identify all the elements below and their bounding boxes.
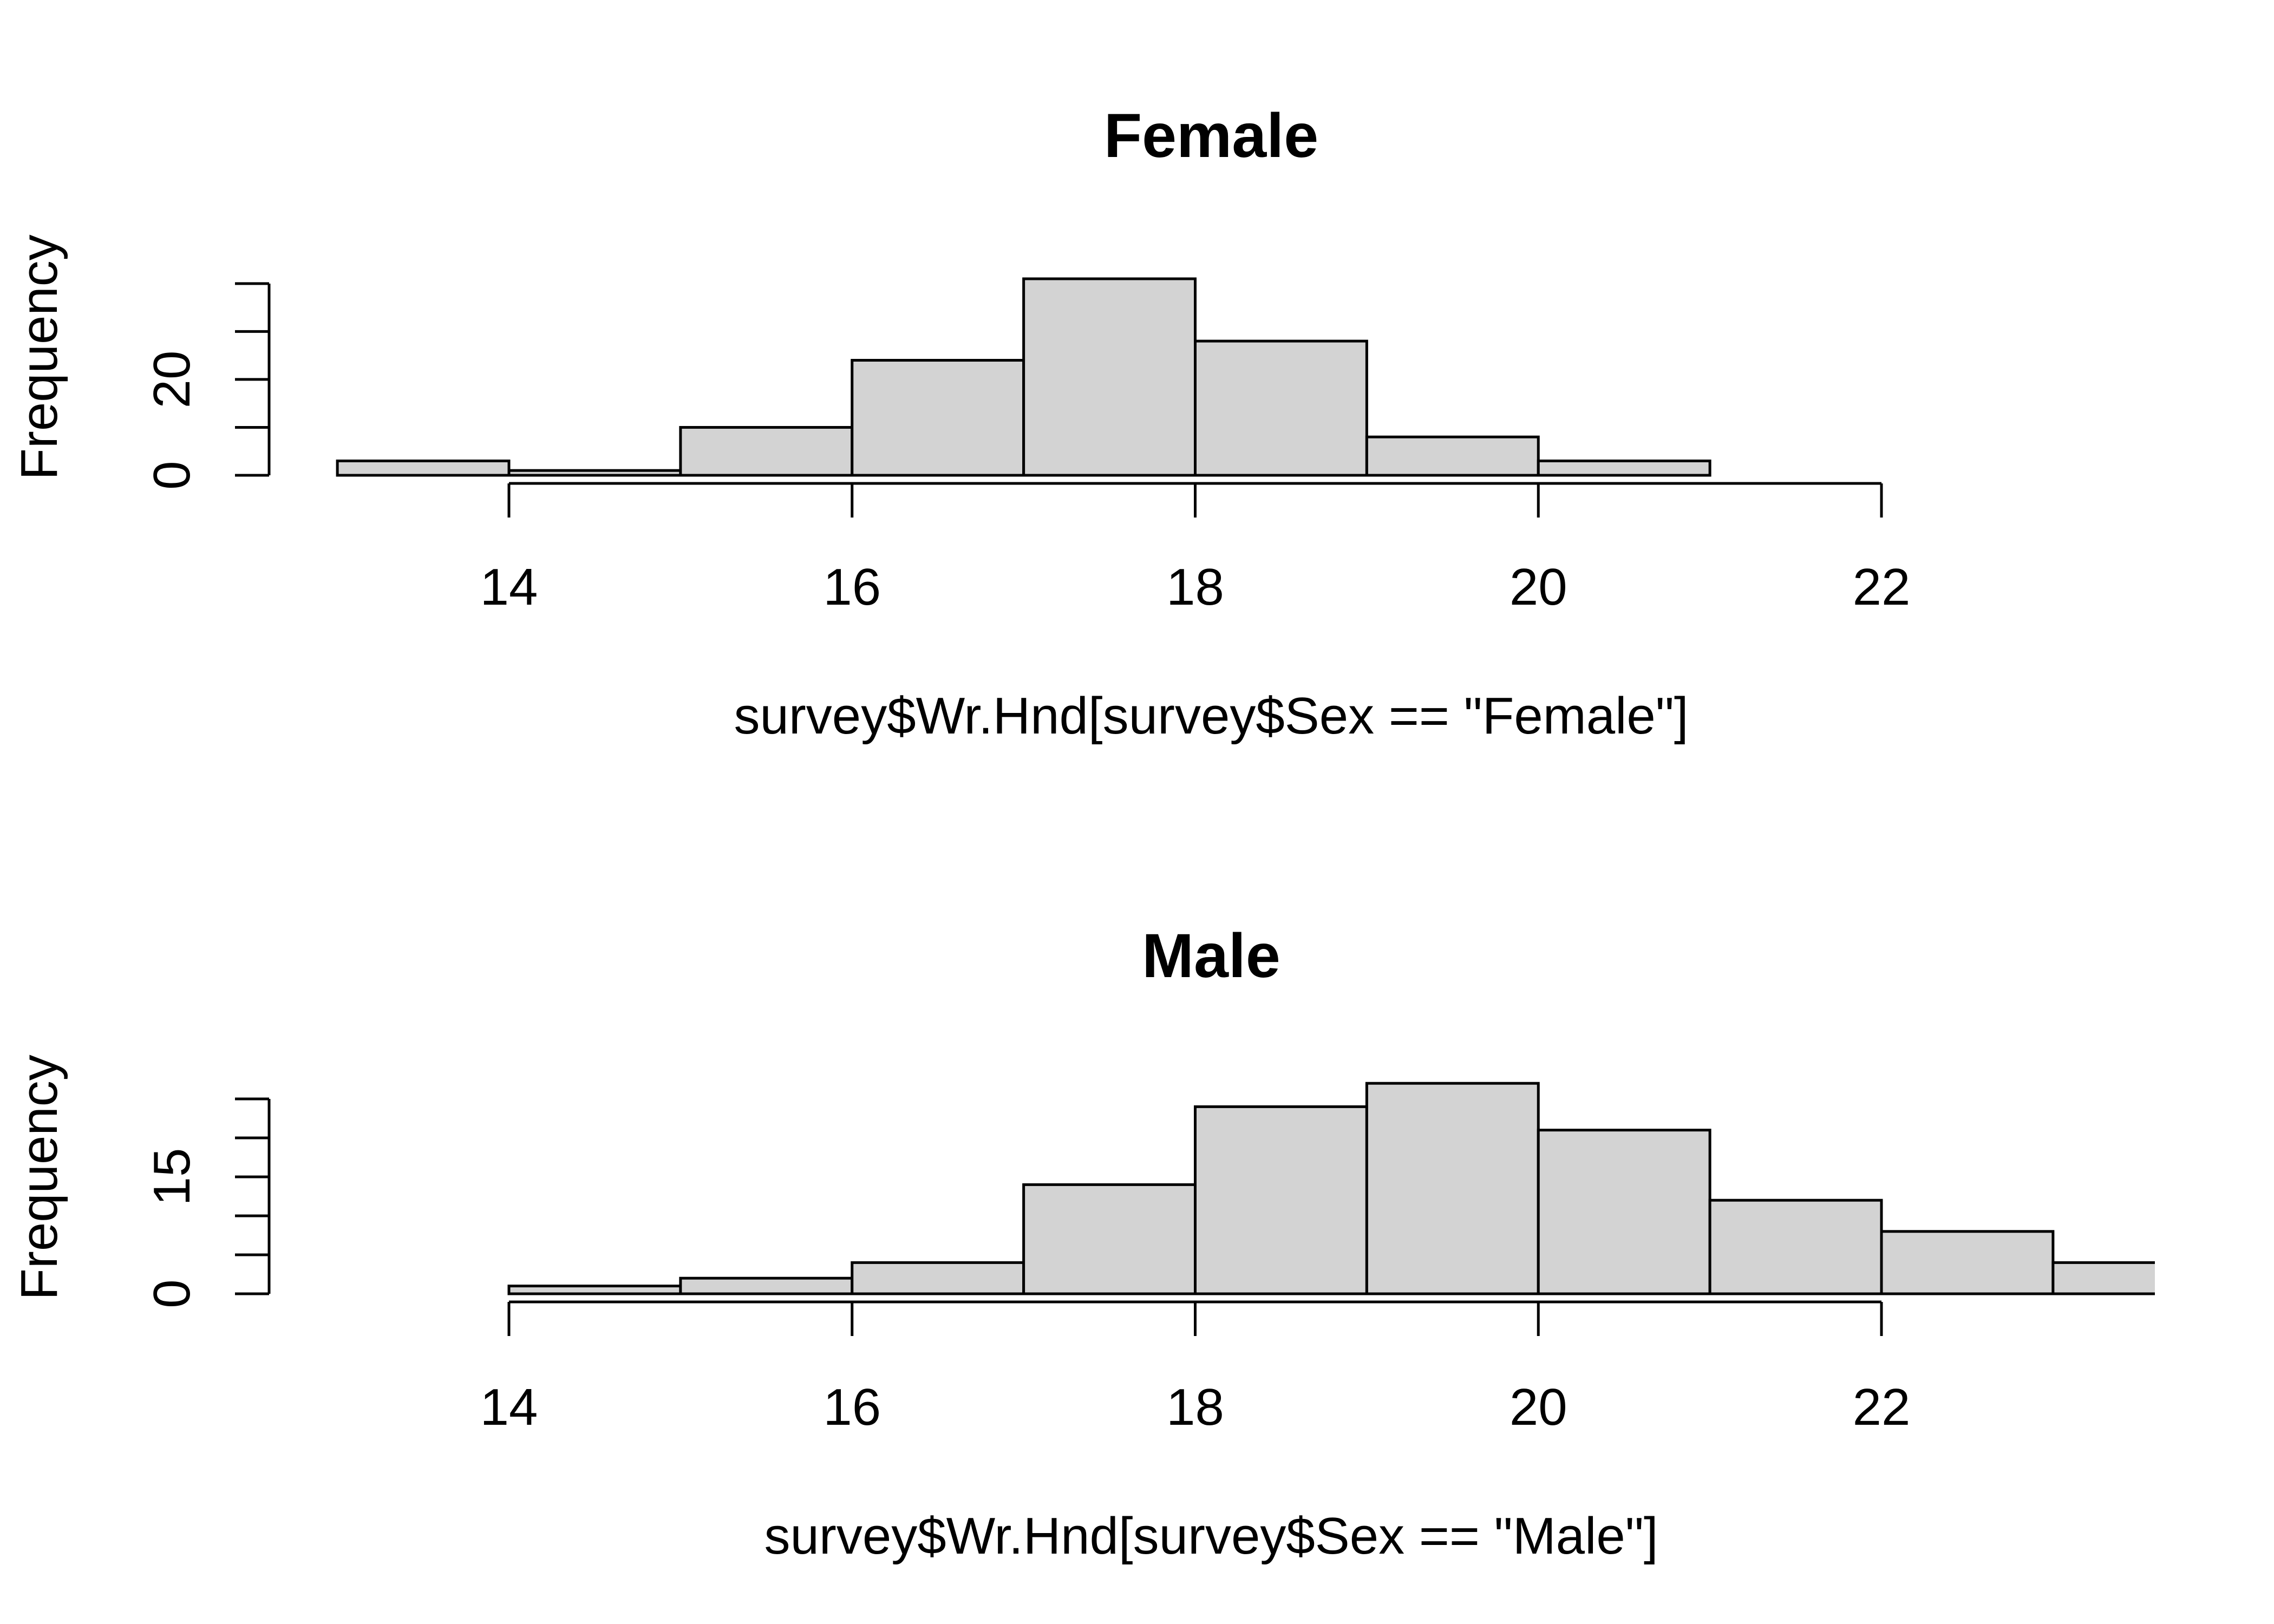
- histogram-bar: [851, 359, 1025, 477]
- x-tick-label: 18: [1166, 558, 1224, 616]
- x-tick-label: 22: [1853, 558, 1911, 616]
- histogram-bar: [679, 1276, 854, 1295]
- histogram-bar: [1022, 277, 1197, 477]
- histogram-bar: [1537, 459, 1711, 477]
- x-axis-label: survey$Wr.Hnd[survey$Sex == "Female"]: [734, 687, 1688, 745]
- x-axis-label: survey$Wr.Hnd[survey$Sex == "Male"]: [764, 1507, 1658, 1565]
- histogram-bar: [336, 459, 511, 477]
- x-tick-label: 16: [823, 1378, 881, 1436]
- histogram-bar: [1708, 1199, 1883, 1295]
- x-tick-label: 22: [1853, 1378, 1911, 1436]
- x-tick-label: 14: [480, 558, 538, 616]
- x-tick-label: 20: [1510, 558, 1567, 616]
- chart-title: Male: [1142, 921, 1280, 991]
- panel-male: Male Frequency survey$Wr.Hnd[survey$Sex …: [10, 921, 2155, 1565]
- histogram-bar: [2051, 1261, 2155, 1295]
- histogram-bar: [1537, 1129, 1711, 1295]
- chart-title: Female: [1104, 101, 1318, 171]
- y-axis-label: Frequency: [10, 234, 68, 480]
- y-axis: 0 15: [143, 1097, 271, 1308]
- histogram-bar: [507, 469, 682, 477]
- x-tick-label: 20: [1510, 1378, 1567, 1436]
- histogram-bar: [679, 425, 854, 477]
- histogram-bar: [851, 1261, 1025, 1295]
- histogram-bar: [1880, 1230, 2055, 1295]
- bar-group: [507, 1082, 2155, 1295]
- x-tick-label: 14: [480, 1378, 538, 1436]
- histogram-bar: [1365, 435, 1540, 477]
- histogram-bar: [1194, 339, 1368, 477]
- y-axis-label: Frequency: [10, 1055, 68, 1300]
- x-axis: 14 16 18 20 22: [480, 1300, 1911, 1436]
- y-axis: 0 20: [143, 282, 271, 490]
- y-tick-label: 0: [143, 461, 201, 489]
- x-tick-label: 18: [1166, 1378, 1224, 1436]
- histogram-bar: [507, 1285, 682, 1295]
- y-tick-label: 15: [143, 1148, 201, 1206]
- histogram-bar: [1194, 1105, 1368, 1295]
- bar-group: [336, 277, 1711, 477]
- y-tick-label: 0: [143, 1279, 201, 1308]
- x-axis: 14 16 18 20 22: [480, 482, 1911, 616]
- panel-female: Female Frequency survey$Wr.Hnd[survey$Se…: [10, 101, 1910, 745]
- x-tick-label: 16: [823, 558, 881, 616]
- histogram-bar: [1365, 1082, 1540, 1295]
- histogram-bar: [1022, 1183, 1197, 1295]
- y-tick-label: 20: [143, 351, 201, 409]
